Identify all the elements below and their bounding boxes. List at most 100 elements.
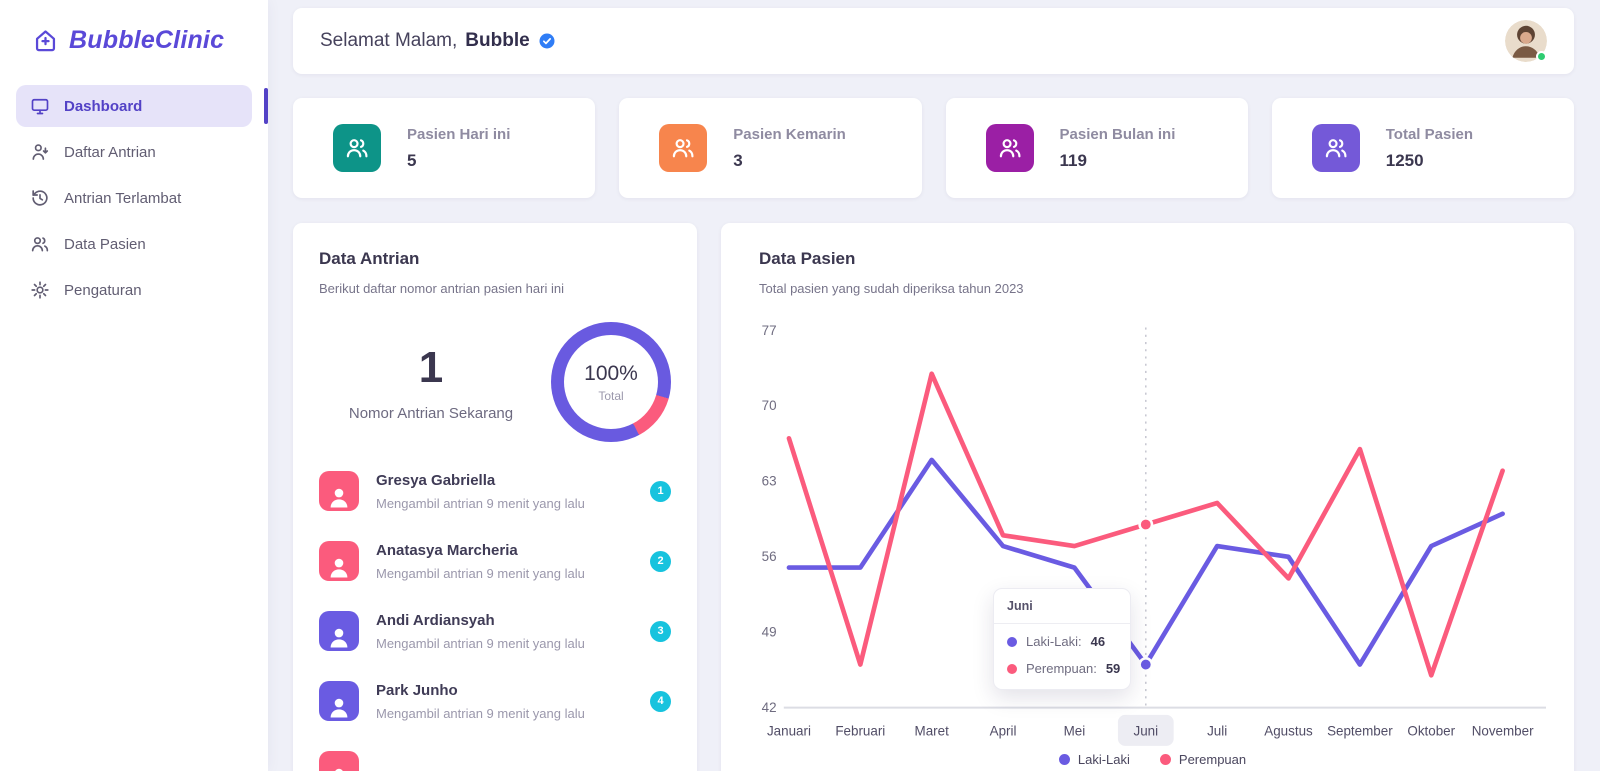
queue-list: Gresya Gabriella Mengambil antrian 9 men… bbox=[319, 466, 671, 771]
legend-item-laki-laki[interactable]: Laki-Laki bbox=[1058, 752, 1130, 767]
monitor-icon bbox=[30, 96, 50, 116]
users-icon bbox=[659, 124, 708, 172]
queue-time: Mengambil antrian 9 menit yang lalu bbox=[376, 495, 585, 511]
sidebar-nav: Dashboard Daftar Antrian Antrian Terlamb… bbox=[0, 85, 268, 311]
sidebar-item-label: Antrian Terlambat bbox=[64, 189, 182, 207]
person-icon bbox=[319, 751, 359, 771]
person-icon bbox=[319, 471, 359, 511]
queue-subtitle: Berikut daftar nomor antrian pasien hari… bbox=[319, 281, 564, 296]
svg-text:70: 70 bbox=[762, 398, 777, 413]
queue-number-badge: 4 bbox=[650, 690, 671, 712]
series-dot-perempuan bbox=[1159, 753, 1171, 765]
sidebar-item-label: Data Pasien bbox=[64, 235, 146, 253]
list-item-partial bbox=[319, 746, 671, 771]
users-icon bbox=[30, 234, 50, 254]
greeting-bar: Selamat Malam, Bubble bbox=[293, 8, 1574, 74]
patient-chart-panel: Data Pasien Total pasien yang sudah dipe… bbox=[721, 223, 1574, 771]
stat-card-pasien-kemarin: Pasien Kemarin 3 bbox=[619, 98, 922, 198]
person-icon bbox=[319, 611, 359, 651]
queue-number-badge: 3 bbox=[650, 620, 671, 642]
stat-card-total-pasien: Total Pasien 1250 bbox=[1271, 98, 1574, 198]
stat-card-pasien-bulan-ini: Pasien Bulan ini 119 bbox=[945, 98, 1248, 198]
chart-legend: Laki-Laki Perempuan bbox=[759, 752, 1546, 771]
svg-text:63: 63 bbox=[762, 474, 777, 489]
users-icon bbox=[1311, 124, 1360, 172]
sidebar-item-data-pasien[interactable]: Data Pasien bbox=[16, 223, 252, 265]
legend-item-perempuan[interactable]: Perempuan bbox=[1159, 752, 1246, 767]
stat-value: 5 bbox=[407, 150, 417, 170]
list-item: Gresya Gabriella Mengambil antrian 9 men… bbox=[319, 466, 671, 516]
svg-text:Agustus: Agustus bbox=[1264, 724, 1313, 739]
stat-value: 1250 bbox=[1385, 150, 1424, 170]
sidebar-item-pengaturan[interactable]: Pengaturan bbox=[16, 269, 252, 311]
verified-icon bbox=[538, 32, 556, 50]
donut-label: Total bbox=[598, 388, 624, 403]
queue-panel: Data Antrian Berikut daftar nomor antria… bbox=[293, 223, 697, 771]
queue-number-badge: 1 bbox=[650, 480, 671, 502]
donut-percent: 100% bbox=[584, 361, 638, 385]
svg-text:42: 42 bbox=[762, 700, 777, 715]
current-queue-label: Nomor Antrian Sekarang bbox=[348, 404, 514, 422]
users-icon bbox=[985, 124, 1034, 172]
online-status-dot bbox=[1536, 51, 1547, 62]
queue-donut-chart: 100% Total bbox=[551, 322, 671, 442]
tooltip-row: Laki-Laki: 46 bbox=[994, 624, 1130, 651]
series-dot-laki-laki bbox=[1058, 753, 1070, 765]
svg-text:Maret: Maret bbox=[915, 724, 950, 739]
person-icon bbox=[319, 681, 359, 721]
queue-title: Data Antrian bbox=[319, 249, 420, 268]
queue-time: Mengambil antrian 9 menit yang lalu bbox=[376, 565, 585, 581]
patient-name: Gresya Gabriella bbox=[376, 471, 496, 489]
svg-text:Mei: Mei bbox=[1064, 724, 1086, 739]
gear-icon bbox=[30, 280, 50, 300]
sidebar-item-daftar-antrian[interactable]: Daftar Antrian bbox=[16, 131, 252, 173]
svg-text:49: 49 bbox=[762, 624, 777, 639]
clinic-house-icon bbox=[32, 27, 59, 54]
user-avatar[interactable] bbox=[1505, 20, 1547, 62]
svg-text:April: April bbox=[990, 724, 1017, 739]
chart-subtitle: Total pasien yang sudah diperiksa tahun … bbox=[759, 281, 1024, 296]
svg-text:Januari: Januari bbox=[767, 724, 811, 739]
current-queue-number: 1 bbox=[418, 342, 444, 392]
sidebar-item-label: Daftar Antrian bbox=[64, 143, 156, 161]
line-chart-svg[interactable]: 42 49 56 63 70 77 Januari Februari Maret April Mei… bbox=[759, 310, 1546, 748]
list-item: Anatasya Marcheria Mengambil antrian 9 m… bbox=[319, 536, 671, 586]
svg-text:Februari: Februari bbox=[835, 724, 885, 739]
queue-time: Mengambil antrian 9 menit yang lalu bbox=[376, 635, 585, 651]
line-chart[interactable]: 42 49 56 63 70 77 Januari Februari Maret April Mei… bbox=[759, 310, 1546, 748]
patient-name: Park Junho bbox=[376, 681, 458, 699]
history-icon bbox=[30, 188, 50, 208]
stat-value: 3 bbox=[733, 150, 743, 170]
svg-text:Juli: Juli bbox=[1207, 724, 1227, 739]
series-dot-perempuan bbox=[1007, 663, 1017, 674]
user-queue-icon bbox=[30, 142, 50, 162]
svg-text:77: 77 bbox=[762, 323, 777, 338]
stat-label: Pasien Bulan ini bbox=[1059, 125, 1176, 143]
main-content: Selamat Malam, Bubble bbox=[268, 0, 1600, 771]
svg-text:Juni: Juni bbox=[1133, 724, 1158, 739]
stat-value: 119 bbox=[1059, 150, 1087, 170]
username: Bubble bbox=[465, 30, 530, 51]
svg-text:September: September bbox=[1327, 724, 1393, 739]
greeting-text: Selamat Malam, Bubble bbox=[320, 30, 556, 52]
current-queue-number-block: 1 Nomor Antrian Sekarang bbox=[319, 343, 551, 422]
list-item: Park Junho Mengambil antrian 9 menit yan… bbox=[319, 676, 671, 726]
list-item: Andi Ardiansyah Mengambil antrian 9 meni… bbox=[319, 606, 671, 656]
person-icon bbox=[319, 541, 359, 581]
series-dot-laki-laki bbox=[1007, 636, 1017, 647]
tooltip-title: Juni bbox=[994, 589, 1130, 624]
sidebar-item-antrian-terlambat[interactable]: Antrian Terlambat bbox=[16, 177, 252, 219]
tooltip-row: Perempuan: 59 bbox=[994, 651, 1130, 689]
chart-tooltip: Juni Laki-Laki: 46 Perempuan: 59 bbox=[993, 588, 1131, 690]
users-icon bbox=[333, 124, 381, 172]
stat-label: Pasien Hari ini bbox=[407, 125, 511, 143]
greeting-label: Selamat Malam, bbox=[320, 30, 458, 51]
patient-name: Anatasya Marcheria bbox=[376, 541, 518, 559]
patient-name: Andi Ardiansyah bbox=[376, 611, 495, 629]
app-title: BubbleClinic bbox=[69, 26, 225, 54]
svg-text:56: 56 bbox=[762, 549, 777, 564]
sidebar-item-dashboard[interactable]: Dashboard bbox=[16, 85, 268, 127]
app-logo[interactable]: BubbleClinic bbox=[0, 0, 268, 73]
chart-title: Data Pasien bbox=[759, 249, 856, 268]
stat-cards: Pasien Hari ini 5 Pasien Kemarin 3 bbox=[293, 98, 1574, 198]
